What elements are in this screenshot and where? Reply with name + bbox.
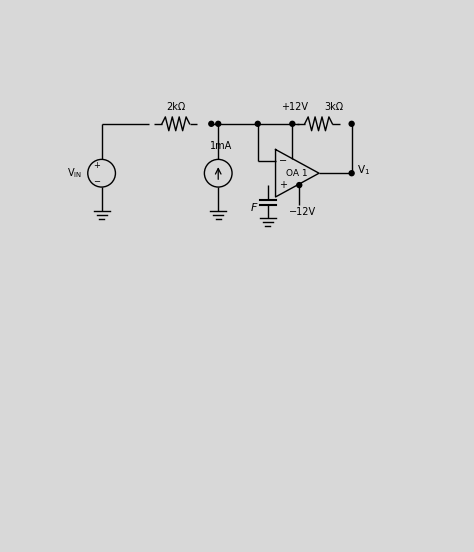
Text: +12V: +12V: [281, 102, 308, 112]
Text: V$_\mathrm{IN}$: V$_\mathrm{IN}$: [67, 166, 82, 180]
Text: F: F: [251, 203, 257, 213]
Circle shape: [349, 121, 354, 126]
Text: −: −: [93, 177, 100, 185]
Text: 2kΩ: 2kΩ: [166, 102, 185, 112]
Text: +: +: [280, 180, 287, 190]
Text: OA 1: OA 1: [286, 169, 308, 178]
Text: −12V: −12V: [289, 207, 316, 217]
Circle shape: [255, 121, 260, 126]
Circle shape: [297, 183, 302, 188]
Text: V$_1$: V$_1$: [356, 163, 370, 177]
Circle shape: [290, 121, 295, 126]
Text: 3kΩ: 3kΩ: [325, 102, 344, 112]
Text: +: +: [93, 161, 100, 170]
Circle shape: [216, 121, 221, 126]
Text: −: −: [279, 156, 288, 166]
Circle shape: [349, 171, 354, 176]
Text: 1mA: 1mA: [210, 141, 232, 151]
Circle shape: [209, 121, 214, 126]
